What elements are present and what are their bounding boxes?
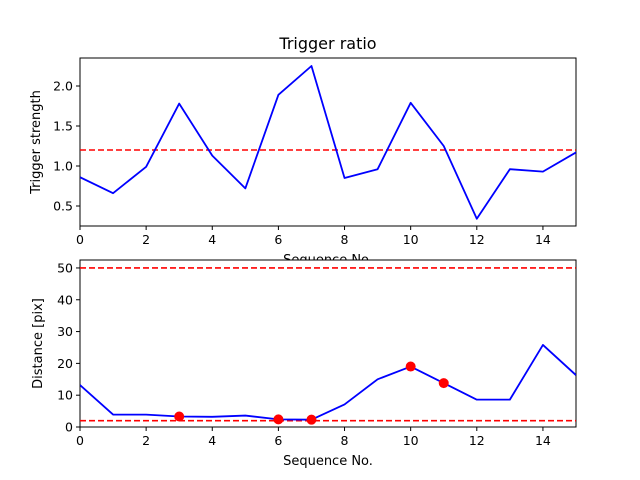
series-line-0 — [80, 344, 576, 421]
y-tick-label: 50 — [57, 260, 73, 275]
y-tick-label: 1.0 — [53, 159, 73, 174]
x-tick-label: 14 — [535, 433, 551, 448]
data-layer — [80, 267, 576, 425]
plot-area — [79, 57, 577, 227]
chart-title: Trigger ratio — [278, 34, 376, 53]
x-tick-label: 10 — [403, 433, 419, 448]
marker-point — [174, 411, 185, 422]
x-tick-label: 6 — [274, 433, 282, 448]
x-tick-label: 6 — [274, 232, 282, 247]
y-axis-label: Trigger strength — [29, 90, 44, 195]
x-tick-label: 8 — [341, 232, 349, 247]
x-tick-label: 0 — [76, 433, 84, 448]
distance-chart: 0 2 4 6 8 10 12 14 0 10 20 30 40 50 Sequence No. Distan… — [31, 259, 577, 469]
data-layer — [80, 65, 576, 220]
x-tick-label: 2 — [142, 433, 150, 448]
marker-point — [306, 414, 317, 425]
marker-point — [405, 361, 416, 372]
y-tick-label: 10 — [57, 388, 73, 403]
x-tick-label: 14 — [535, 232, 551, 247]
x-tick-label: 10 — [403, 232, 419, 247]
y-axis-label: Distance [pix] — [31, 298, 46, 389]
x-tick-label: 12 — [469, 433, 485, 448]
y-tick-label: 2.0 — [53, 79, 73, 94]
marker-point — [438, 378, 449, 389]
series-line-0 — [80, 65, 576, 220]
marker-point — [273, 414, 284, 425]
y-tick-label: 0.5 — [53, 199, 73, 214]
x-tick-label: 2 — [142, 232, 150, 247]
x-tick-label: 12 — [469, 232, 485, 247]
y-tick-label: 40 — [57, 292, 73, 307]
x-tick-label: 4 — [208, 232, 216, 247]
x-axis-label: Sequence No. — [283, 454, 373, 469]
plot-area — [79, 259, 577, 428]
y-tick-label: 1.5 — [53, 119, 73, 134]
y-tick-label: 30 — [57, 324, 73, 339]
x-tick-label: 8 — [341, 433, 349, 448]
x-tick-label: 0 — [76, 232, 84, 247]
y-tick-label: 0 — [65, 420, 73, 435]
y-tick-label: 20 — [57, 356, 73, 371]
x-tick-label: 4 — [208, 433, 216, 448]
